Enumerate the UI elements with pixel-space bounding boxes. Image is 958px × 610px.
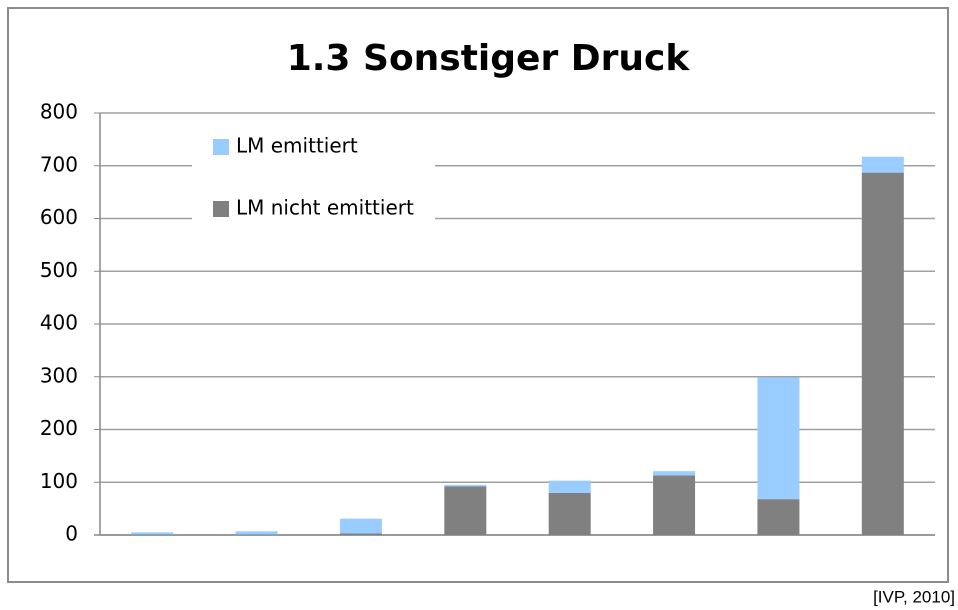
- legend-swatch: [213, 201, 229, 217]
- bar-segment: [861, 156, 904, 173]
- bar-segment: [861, 172, 904, 536]
- bar-segment: [339, 518, 382, 534]
- bar-segment: [131, 532, 174, 535]
- bar-segment: [757, 499, 800, 535]
- y-tick-label: 600: [40, 205, 78, 229]
- source-note: [IVP, 2010]: [873, 587, 955, 606]
- bar-segment: [548, 492, 591, 535]
- bar-segment: [757, 377, 800, 500]
- y-tick-label: 500: [40, 258, 78, 282]
- bar-segment: [444, 484, 487, 487]
- legend-label: LM nicht emittiert: [236, 196, 414, 220]
- bar-segment: [653, 475, 696, 535]
- y-tick-label: 0: [65, 522, 78, 546]
- legend-swatch: [213, 139, 229, 155]
- y-tick-label: 200: [40, 416, 78, 440]
- bar-segment: [444, 486, 487, 535]
- y-tick-label: 300: [40, 363, 78, 387]
- bar-segment: [653, 471, 696, 476]
- y-tick-label: 700: [40, 152, 78, 176]
- legend-label: LM emittiert: [236, 134, 358, 158]
- y-tick-label: 100: [40, 469, 78, 493]
- y-tick-label: 400: [40, 311, 78, 335]
- bar-segment: [548, 480, 591, 493]
- bar-segment: [131, 534, 174, 535]
- bar-segment: [339, 533, 382, 535]
- chart-title: 1.3 Sonstiger Druck: [287, 38, 691, 79]
- y-tick-label: 800: [40, 100, 78, 124]
- legend-background: [192, 125, 435, 225]
- bar-segment: [235, 531, 278, 535]
- bar-segment: [235, 534, 278, 535]
